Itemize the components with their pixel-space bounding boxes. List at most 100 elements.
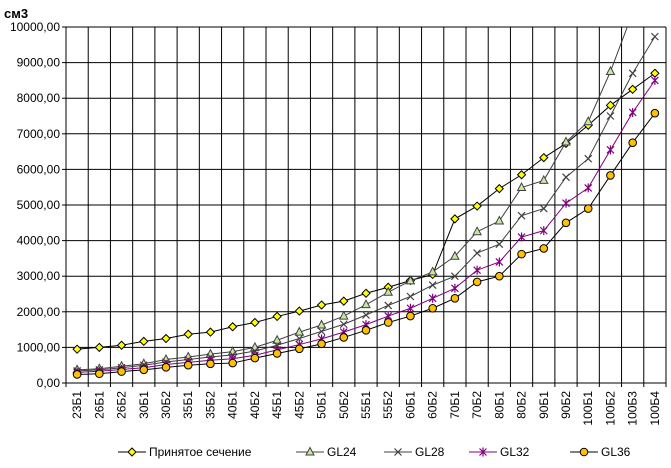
data-point: [139, 336, 149, 347]
data-point: [362, 311, 370, 319]
data-point: [495, 240, 504, 249]
data-point: [383, 318, 393, 327]
data-point: [339, 333, 349, 342]
y-tick-label: 7000,00: [17, 127, 61, 141]
y-tick-label: 4000,00: [17, 234, 61, 248]
y-axis-unit-label: см3: [4, 6, 28, 21]
legend-label: GL32: [500, 445, 530, 459]
data-point: [517, 211, 526, 220]
data-point: [117, 367, 126, 376]
x-tick-label: 50Б2: [337, 391, 351, 419]
y-tick-label: 9000,00: [17, 56, 61, 70]
data-point: [294, 306, 305, 316]
data-point: [605, 65, 616, 75]
legend-item: GL32: [469, 445, 530, 459]
x-tick-label: 45Б1: [270, 391, 284, 419]
legend-label: GL24: [327, 445, 357, 459]
data-point: [472, 226, 482, 236]
data-point: [317, 339, 326, 349]
data-point: [427, 266, 438, 276]
data-point: [628, 69, 637, 78]
data-point: [516, 170, 527, 180]
data-point: [539, 152, 549, 163]
data-point: [628, 107, 637, 117]
data-point: [394, 448, 402, 456]
data-point: [584, 183, 593, 193]
data-point: [405, 275, 416, 285]
plot-area: [72, 27, 660, 379]
data-point: [95, 369, 104, 379]
data-point: [494, 183, 505, 194]
grid-lines: [62, 26, 667, 387]
data-point: [627, 84, 638, 95]
x-tick-label: 60Б2: [426, 391, 440, 419]
data-point: [205, 327, 216, 337]
x-tick-label: 23Б1: [70, 391, 84, 419]
data-point: [250, 317, 260, 328]
data-point: [472, 277, 482, 287]
data-point: [228, 358, 237, 368]
legend-item: Принятое сечение: [118, 445, 252, 459]
data-point: [406, 292, 415, 301]
x-tick-label: 90Б2: [559, 391, 573, 419]
data-point: [628, 138, 637, 147]
data-point: [650, 108, 660, 118]
data-point: [316, 300, 327, 310]
y-tick-label: 0,00: [37, 376, 61, 390]
data-point: [338, 310, 349, 320]
data-point: [561, 218, 571, 228]
x-tick-label: 100Б3: [626, 391, 640, 426]
y-tick-label: 10000,00: [10, 20, 60, 34]
data-point: [295, 344, 304, 354]
data-point: [472, 201, 482, 211]
y-tick-label: 3000,00: [17, 269, 61, 283]
series-0: [72, 68, 660, 354]
data-point: [294, 326, 305, 336]
data-point: [450, 283, 459, 293]
data-point: [583, 204, 593, 213]
data-point: [650, 32, 659, 41]
data-point: [428, 293, 437, 303]
y-tick-label: 8000,00: [17, 91, 61, 105]
data-point: [161, 363, 171, 372]
data-point: [517, 232, 526, 242]
legend-item: GL36: [570, 445, 631, 459]
data-point: [538, 174, 549, 184]
x-tick-label: 50Б1: [315, 391, 329, 419]
data-point: [450, 272, 459, 281]
data-point: [579, 447, 589, 457]
legend-label: GL36: [601, 445, 631, 459]
x-tick-label: 40Б1: [226, 391, 240, 419]
x-tick-label: 100Б2: [603, 391, 617, 426]
x-tick-label: 45Б2: [292, 391, 306, 419]
data-point: [494, 215, 505, 225]
x-tick-label: 70Б1: [448, 391, 462, 419]
data-point: [606, 145, 615, 155]
x-tick-label: 55Б1: [359, 391, 373, 419]
data-point: [406, 303, 415, 313]
data-point: [139, 365, 149, 375]
data-point: [94, 342, 105, 353]
legend-label: GL28: [415, 445, 445, 459]
data-point: [495, 257, 504, 267]
data-point: [562, 198, 570, 208]
data-point: [384, 301, 393, 310]
x-tick-label: 40Б2: [248, 391, 262, 419]
x-tick-label: 70Б2: [470, 391, 484, 419]
x-tick-label: 80Б1: [492, 391, 506, 419]
data-point: [606, 112, 615, 120]
x-tick-label: 26Б1: [92, 391, 106, 419]
data-point: [127, 447, 137, 457]
x-tick-label: 100Б4: [648, 391, 662, 426]
y-tick-label: 6000,00: [17, 162, 61, 176]
data-point: [539, 204, 548, 213]
data-point: [339, 296, 349, 306]
data-point: [583, 116, 594, 126]
data-point: [317, 327, 326, 336]
data-point: [116, 340, 127, 350]
data-point: [361, 326, 371, 335]
x-tick-label: 100Б1: [581, 391, 595, 426]
data-point: [473, 249, 482, 257]
data-point: [183, 329, 193, 339]
